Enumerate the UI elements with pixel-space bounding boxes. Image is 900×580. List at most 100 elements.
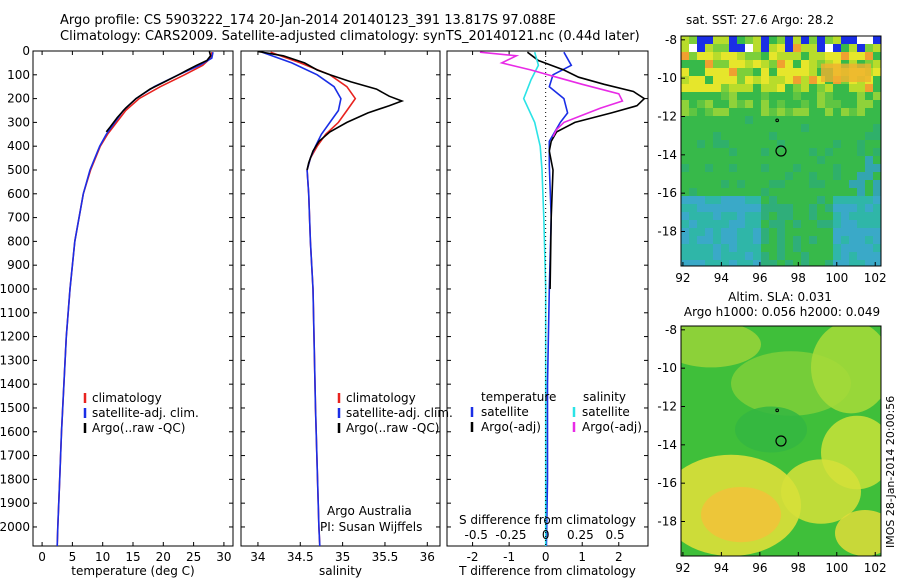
depth-tick-label: 1900 <box>0 496 30 510</box>
series-line-s-argo <box>479 51 624 138</box>
legend-label: satellite-adj. clim. <box>92 406 199 420</box>
lon-tick-label: 100 <box>825 561 848 575</box>
lon-tick-label: 98 <box>791 561 806 575</box>
legend-title: temperature <box>481 390 556 404</box>
series-line-argo <box>257 50 405 171</box>
legend-label: climatology <box>346 391 416 405</box>
x-axis-label: T difference from climatology <box>458 564 636 578</box>
map-field <box>681 326 881 556</box>
x-tick-label: 34 <box>250 550 265 564</box>
legend-label: Argo(-adj) <box>481 420 541 434</box>
legend-label: Argo(..raw -QC) <box>346 421 439 435</box>
x-axis: 0 5 10 15 20 25 30 <box>38 51 232 564</box>
depth-tick-label: 1200 <box>0 330 30 344</box>
sla-map-title: Altim. SLA: 0.031 <box>728 290 832 304</box>
lat-tick-label: -16 <box>657 476 677 490</box>
panel-difference: -2 -1 0 1 2T difference from climatology <box>446 50 649 578</box>
lon-tick-label: 94 <box>714 561 729 575</box>
x-tick-label: 10 <box>95 550 110 564</box>
lat-tick-label: -8 <box>665 33 677 47</box>
lat-tick-label: -12 <box>657 110 677 124</box>
x-tick-label: 5 <box>69 550 77 564</box>
lon-tick-label: 98 <box>791 271 806 285</box>
lat-tick-label: -14 <box>657 438 677 452</box>
lat-tick-label: -14 <box>657 148 677 162</box>
sla-contour <box>701 486 781 543</box>
lon-tick-label: 102 <box>864 561 887 575</box>
depth-tick-label: 800 <box>7 234 30 248</box>
x-tick-label: 0 <box>542 550 550 564</box>
x-tick-label: -1 <box>503 550 515 564</box>
sst-map-title: sat. SST: 27.6 Argo: 28.2 <box>686 13 834 27</box>
legend-label: satellite <box>481 405 529 419</box>
x-axis-label: temperature (deg C) <box>71 564 194 578</box>
depth-tick-label: 1100 <box>0 306 30 320</box>
legend-title: salinity <box>583 390 626 404</box>
lon-tick-label: 102 <box>864 271 887 285</box>
depth-tick-label: 1300 <box>0 353 30 367</box>
top-tick-label: 0 <box>542 528 550 542</box>
warm-patch <box>821 63 871 82</box>
annotation-agency: Argo Australia <box>327 504 412 518</box>
lat-tick-label: -10 <box>657 71 677 85</box>
x-tick-label: 36 <box>420 550 435 564</box>
depth-tick-label: 900 <box>7 258 30 272</box>
legend-label: satellite-adj. clim. <box>346 406 453 420</box>
x-tick-label: 25 <box>186 550 201 564</box>
depth-tick-label: 700 <box>7 211 30 225</box>
sla-contour <box>735 406 807 453</box>
lon-tick-label: 92 <box>675 271 690 285</box>
sla-contour <box>681 326 761 368</box>
panel-salinity: 34 34.5 35 35.5 36 salinity <box>240 50 441 578</box>
top-tick-label: 0.25 <box>567 528 594 542</box>
map-frame <box>680 35 882 267</box>
sla-map-subtitle: Argo h1000: 0.056 h2000: 0.049 <box>684 305 880 319</box>
lat-tick-label: -10 <box>657 361 677 375</box>
depth-tick-label: 200 <box>7 92 30 106</box>
previous-location-marker <box>775 408 779 413</box>
sla-contour <box>835 510 881 556</box>
imos-timestamp: IMOS 28-Jan-2014 20:00:56 <box>884 396 897 548</box>
x-tick-label: -2 <box>467 550 479 564</box>
figure-title-line1: Argo profile: CS 5903222_174 20-Jan-2014… <box>60 13 556 28</box>
map-frame <box>680 325 882 557</box>
lat-tick-label: -18 <box>657 225 677 239</box>
top-tick-label: 0.5 <box>606 528 625 542</box>
x-tick-label: 0 <box>38 550 46 564</box>
map-field <box>681 36 881 266</box>
lon-tick-label: 100 <box>825 271 848 285</box>
legend-difference: temperature salinitysatelliteArgo(-adj)sa… <box>470 390 642 434</box>
series-line-argo <box>105 51 212 133</box>
lat-tick-label: -16 <box>657 186 677 200</box>
series-line-t-argo <box>526 51 646 290</box>
depth-axis: 0 100 200 300 400 500 600 700 800 900 1000 1100 1200… <box>0 44 233 534</box>
legend-label: Argo(-adj) <box>582 420 642 434</box>
sla-map: 92 94 96 98 100 102 -8 -10 -12 -14 -16 -18 <box>657 323 887 575</box>
depth-tick-label: 600 <box>7 187 30 201</box>
sla-contour <box>781 459 861 524</box>
lat-tick-label: -18 <box>657 515 677 529</box>
depth-tick-label: 400 <box>7 139 30 153</box>
lat-tick-label: -12 <box>657 400 677 414</box>
panel-temperature: 0100200300400500600700800900100011001200… <box>0 44 234 578</box>
x-tick-label: 1 <box>578 550 586 564</box>
depth-tick-label: 1000 <box>0 282 30 296</box>
depth-tick-label: 100 <box>7 68 30 82</box>
plot-frame <box>32 50 234 547</box>
previous-location-marker <box>775 118 779 123</box>
depth-tick-label: 1400 <box>0 377 30 391</box>
x-tick-label: 35 <box>335 550 350 564</box>
figure-title-line2: Climatology: CARS2009. Satellite-adjuste… <box>60 29 640 44</box>
depth-axis <box>241 50 440 528</box>
depth-tick-label: 1700 <box>0 449 30 463</box>
argo-location-marker <box>775 435 787 447</box>
depth-tick-label: 1600 <box>0 425 30 439</box>
x-tick-label: 20 <box>156 550 171 564</box>
x-tick-label: 30 <box>216 550 231 564</box>
legend-label: climatology <box>92 391 162 405</box>
lon-tick-label: 94 <box>714 271 729 285</box>
x-tick-label: 35.5 <box>372 550 399 564</box>
